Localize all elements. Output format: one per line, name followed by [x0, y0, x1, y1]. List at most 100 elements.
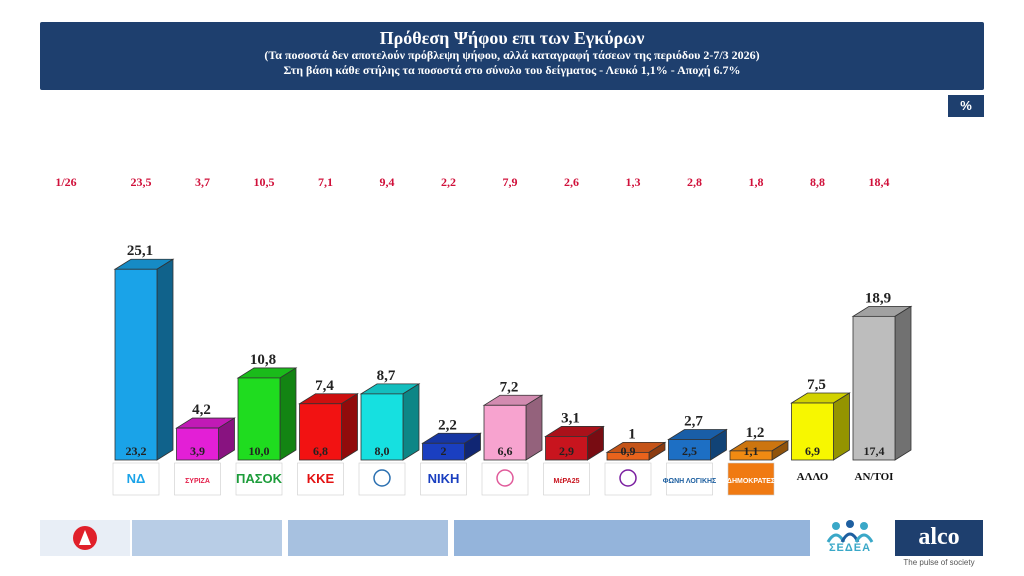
alco-tagline: The pulse of society: [903, 558, 975, 567]
previous-value-label: 8,8: [810, 175, 825, 189]
alpha-logo-icon: [73, 526, 97, 550]
party-logo-5: [358, 462, 406, 496]
bar-value-label: 25,1: [127, 243, 153, 259]
chart-subtitle-1: (Τα ποσοστά δεν αποτελούν πρόβλεψη ψήφου…: [264, 48, 760, 62]
bar: [545, 436, 588, 461]
bar-value-label: 10,8: [250, 352, 276, 368]
previous-value-label: 7,9: [503, 175, 518, 189]
chart-title: Πρόθεση Ψήφου επι των Εγκύρων: [379, 28, 645, 48]
previous-value-label: 7,1: [318, 175, 333, 189]
bar-value-label: 1,2: [746, 425, 765, 441]
bar-value-label: 7,2: [500, 379, 519, 395]
bar-base-value-label: 2,9: [559, 444, 574, 458]
category-label: ΑΛΛΟ: [797, 471, 829, 483]
party-logo-2: [174, 462, 221, 496]
bar-base-value-label: 1,1: [744, 444, 759, 458]
party-emblem-icon: [373, 469, 391, 487]
bar-side-face: [525, 394, 543, 461]
bar: [299, 403, 342, 461]
previous-value-label: 1,3: [626, 175, 641, 189]
people-icon: [826, 520, 874, 543]
party-logo-text: ΦΩΝΗ ΛΟΓΙΚΗΣ: [663, 478, 717, 485]
bar: [237, 377, 281, 461]
bar-base-value-label: 6,9: [805, 444, 820, 458]
bar: [483, 404, 527, 461]
party-logo-8: [543, 462, 590, 496]
bar-side-face: [894, 305, 912, 461]
footer-bar: [288, 520, 448, 556]
bar: [791, 402, 834, 461]
bar-side-face: [156, 258, 174, 461]
bar-side-face: [833, 392, 850, 461]
bar-value-label: 18,9: [865, 290, 891, 306]
bar-base-value-label: 6,8: [313, 444, 328, 458]
previous-value-label: 10,5: [254, 175, 275, 189]
party-logo-text: ΔΗΜΟΚΡΑΤΕΣ: [727, 478, 775, 485]
unit-badge: %: [948, 95, 984, 117]
bar-base-value-label: 8,0: [375, 444, 390, 458]
party-logo-7: [481, 462, 529, 496]
party-logo-9: [604, 462, 652, 496]
bar-value-label: 7,4: [315, 378, 334, 394]
party-emblem-icon: [496, 469, 514, 487]
bar-value-label: 3,1: [561, 410, 580, 426]
bar-base-value-label: 10,0: [249, 444, 270, 458]
bar-value-label: 7,5: [807, 377, 826, 393]
bar-value-label: 1: [628, 426, 636, 442]
party-logo-text: ΝΙΚΗ: [428, 471, 460, 486]
party-emblem-icon: [619, 469, 637, 487]
bar: [668, 439, 711, 461]
previous-period-label: 1/26: [55, 175, 76, 189]
sedea-label: ΣΕΔΕΑ: [828, 542, 872, 554]
previous-value-label: 18,4: [869, 175, 890, 189]
bar-value-label: 2,2: [438, 417, 457, 433]
footer-bar: [454, 520, 810, 556]
bar-value-label: 8,7: [377, 368, 396, 384]
bar: [422, 442, 465, 461]
party-logo-11: [727, 462, 775, 496]
bar-base-value-label: 6,6: [498, 444, 513, 458]
bar: [360, 393, 404, 461]
sedea-logo: ΣΕΔΕΑ: [812, 520, 888, 556]
bar-base-value-label: 17,4: [864, 444, 885, 458]
bar: [852, 315, 896, 461]
previous-value-label: 9,4: [380, 175, 395, 189]
party-logo-3: [235, 462, 283, 496]
bar-base-value-label: 2,5: [682, 444, 697, 458]
party-logo-text: ΚΚΕ: [307, 471, 335, 486]
previous-value-label: 2,2: [441, 175, 456, 189]
bar: [729, 450, 773, 461]
bar: [606, 451, 650, 461]
bar-base-value-label: 2: [441, 444, 447, 458]
bar: [114, 268, 158, 461]
bar-side-face: [402, 383, 420, 461]
bar: [176, 427, 219, 461]
chart-header: Πρόθεση Ψήφου επι των Εγκύρων (Τα ποσοστ…: [40, 22, 984, 90]
category-label: ΑΝ/ΤΟΙ: [855, 471, 894, 483]
bar-value-label: 4,2: [192, 402, 211, 418]
previous-value-label: 1,8: [749, 175, 764, 189]
bar-side-face: [341, 393, 358, 461]
bar-value-label: 2,7: [684, 413, 703, 429]
chart-subtitle-2: Στη βάση κάθε στήλης τα ποσοστά στο σύνο…: [283, 63, 741, 77]
alco-logo: alco: [895, 520, 983, 556]
footer-bar: [132, 520, 282, 556]
party-logo-4: [297, 462, 344, 496]
party-logo-10: [666, 462, 713, 496]
party-logo-6: [420, 462, 467, 496]
previous-value-label: 2,6: [564, 175, 579, 189]
party-logo-1: [112, 462, 160, 496]
channel-logo: [40, 520, 130, 556]
bar-side-face: [279, 367, 297, 461]
party-logo-text: ΠΑΣΟΚ: [236, 471, 283, 486]
party-logo-text: ΜέΡΑ25: [554, 478, 580, 485]
party-logo-text: ΝΔ: [127, 471, 146, 486]
previous-value-label: 23,5: [131, 175, 152, 189]
bar-base-value-label: 0,9: [621, 444, 636, 458]
bar-base-value-label: 23,2: [126, 444, 147, 458]
previous-value-label: 3,7: [195, 175, 210, 189]
party-logo-text: ΣΥΡΙΖΑ: [185, 478, 210, 485]
previous-value-label: 2,8: [687, 175, 702, 189]
bar-base-value-label: 3,9: [190, 444, 205, 458]
